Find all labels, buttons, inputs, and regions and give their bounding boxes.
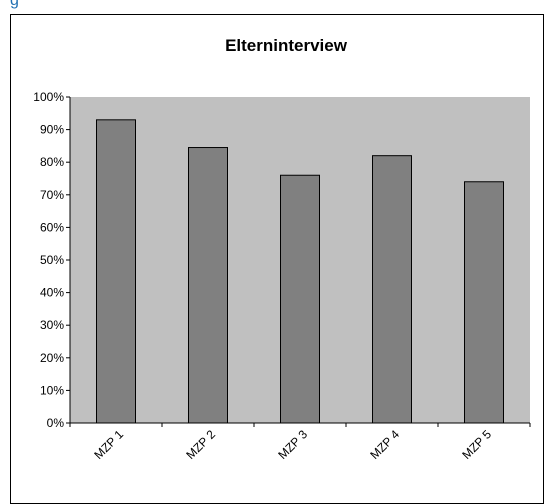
bar <box>372 155 412 424</box>
plot-area: 0% 10% 20% 30% 40% 50% 60% 70% 80% 90% 100% MZP 1 MZ… <box>33 90 531 462</box>
bar <box>96 119 136 424</box>
y-tick-label: 30% <box>40 318 64 332</box>
y-tick-label: 70% <box>40 188 64 202</box>
bar <box>464 181 504 424</box>
y-tick-label: 90% <box>40 123 64 137</box>
y-tick-label: 40% <box>40 286 64 300</box>
bar <box>280 174 320 424</box>
bar-chart: Elterninterview 0% 10% 20% 30% 40% 50% 60% 70% 8… <box>33 36 531 462</box>
chart-title: Elterninterview <box>225 36 348 55</box>
bar <box>188 147 228 424</box>
y-tick-label: 50% <box>40 253 64 267</box>
y-tick-label: 10% <box>40 383 64 397</box>
x-tick-label: MZP 1 <box>91 427 126 462</box>
top-cut-text: g <box>10 0 19 9</box>
x-tick-label: MZP 2 <box>183 427 218 462</box>
x-tick-label: MZP 3 <box>275 427 310 462</box>
y-tick-label: 100% <box>33 90 64 104</box>
x-tick-label: MZP 4 <box>367 427 402 462</box>
y-tick-label: 60% <box>40 220 64 234</box>
x-tick-label: MZP 5 <box>459 427 494 462</box>
y-tick-label: 20% <box>40 351 64 365</box>
y-tick-label: 0% <box>47 416 65 430</box>
y-tick-label: 80% <box>40 155 64 169</box>
